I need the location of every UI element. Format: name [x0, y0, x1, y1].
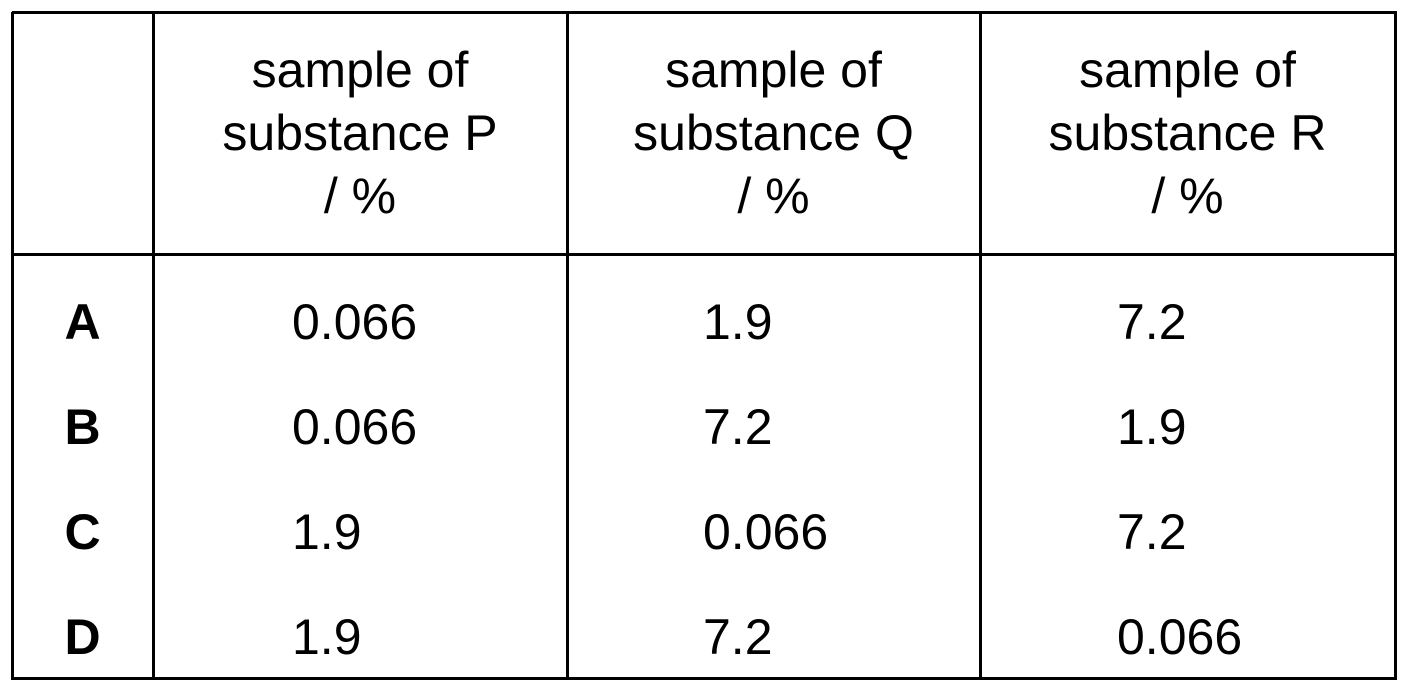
header-text: / % — [323, 168, 397, 224]
cell-value: 1.9 — [1117, 399, 1187, 455]
row-border — [12, 11, 1397, 14]
cell-value: 1.9 — [703, 294, 773, 350]
column-border — [11, 12, 14, 680]
column-border — [1394, 12, 1397, 680]
column-border — [979, 12, 982, 680]
row-border — [12, 677, 1397, 680]
row-border — [12, 253, 1397, 256]
header-text: sample of — [1079, 42, 1296, 98]
cell-value: 7.2 — [703, 399, 773, 455]
cell-value: 0.066 — [1117, 609, 1243, 665]
cell-value: 7.2 — [1117, 504, 1187, 560]
header-text: substance Q — [633, 105, 914, 161]
header-text: substance P — [222, 105, 498, 161]
row-label: D — [64, 609, 101, 665]
row-label: C — [64, 504, 101, 560]
header-text: / % — [1151, 168, 1224, 224]
cell-value: 1.9 — [292, 609, 362, 665]
cell-value: 7.2 — [703, 609, 773, 665]
cell-value: 0.066 — [703, 504, 829, 560]
header-text: sample of — [251, 42, 469, 98]
header-text: sample of — [665, 42, 882, 98]
cell-value: 0.066 — [292, 294, 418, 350]
header-text: substance R — [1048, 105, 1327, 161]
row-label: B — [64, 399, 101, 455]
column-border — [566, 12, 569, 680]
cell-value: 7.2 — [1117, 294, 1187, 350]
column-border — [152, 12, 155, 680]
cell-value: 1.9 — [292, 504, 362, 560]
header-text: / % — [737, 168, 810, 224]
row-label: A — [64, 294, 101, 350]
cell-value: 0.066 — [292, 399, 418, 455]
